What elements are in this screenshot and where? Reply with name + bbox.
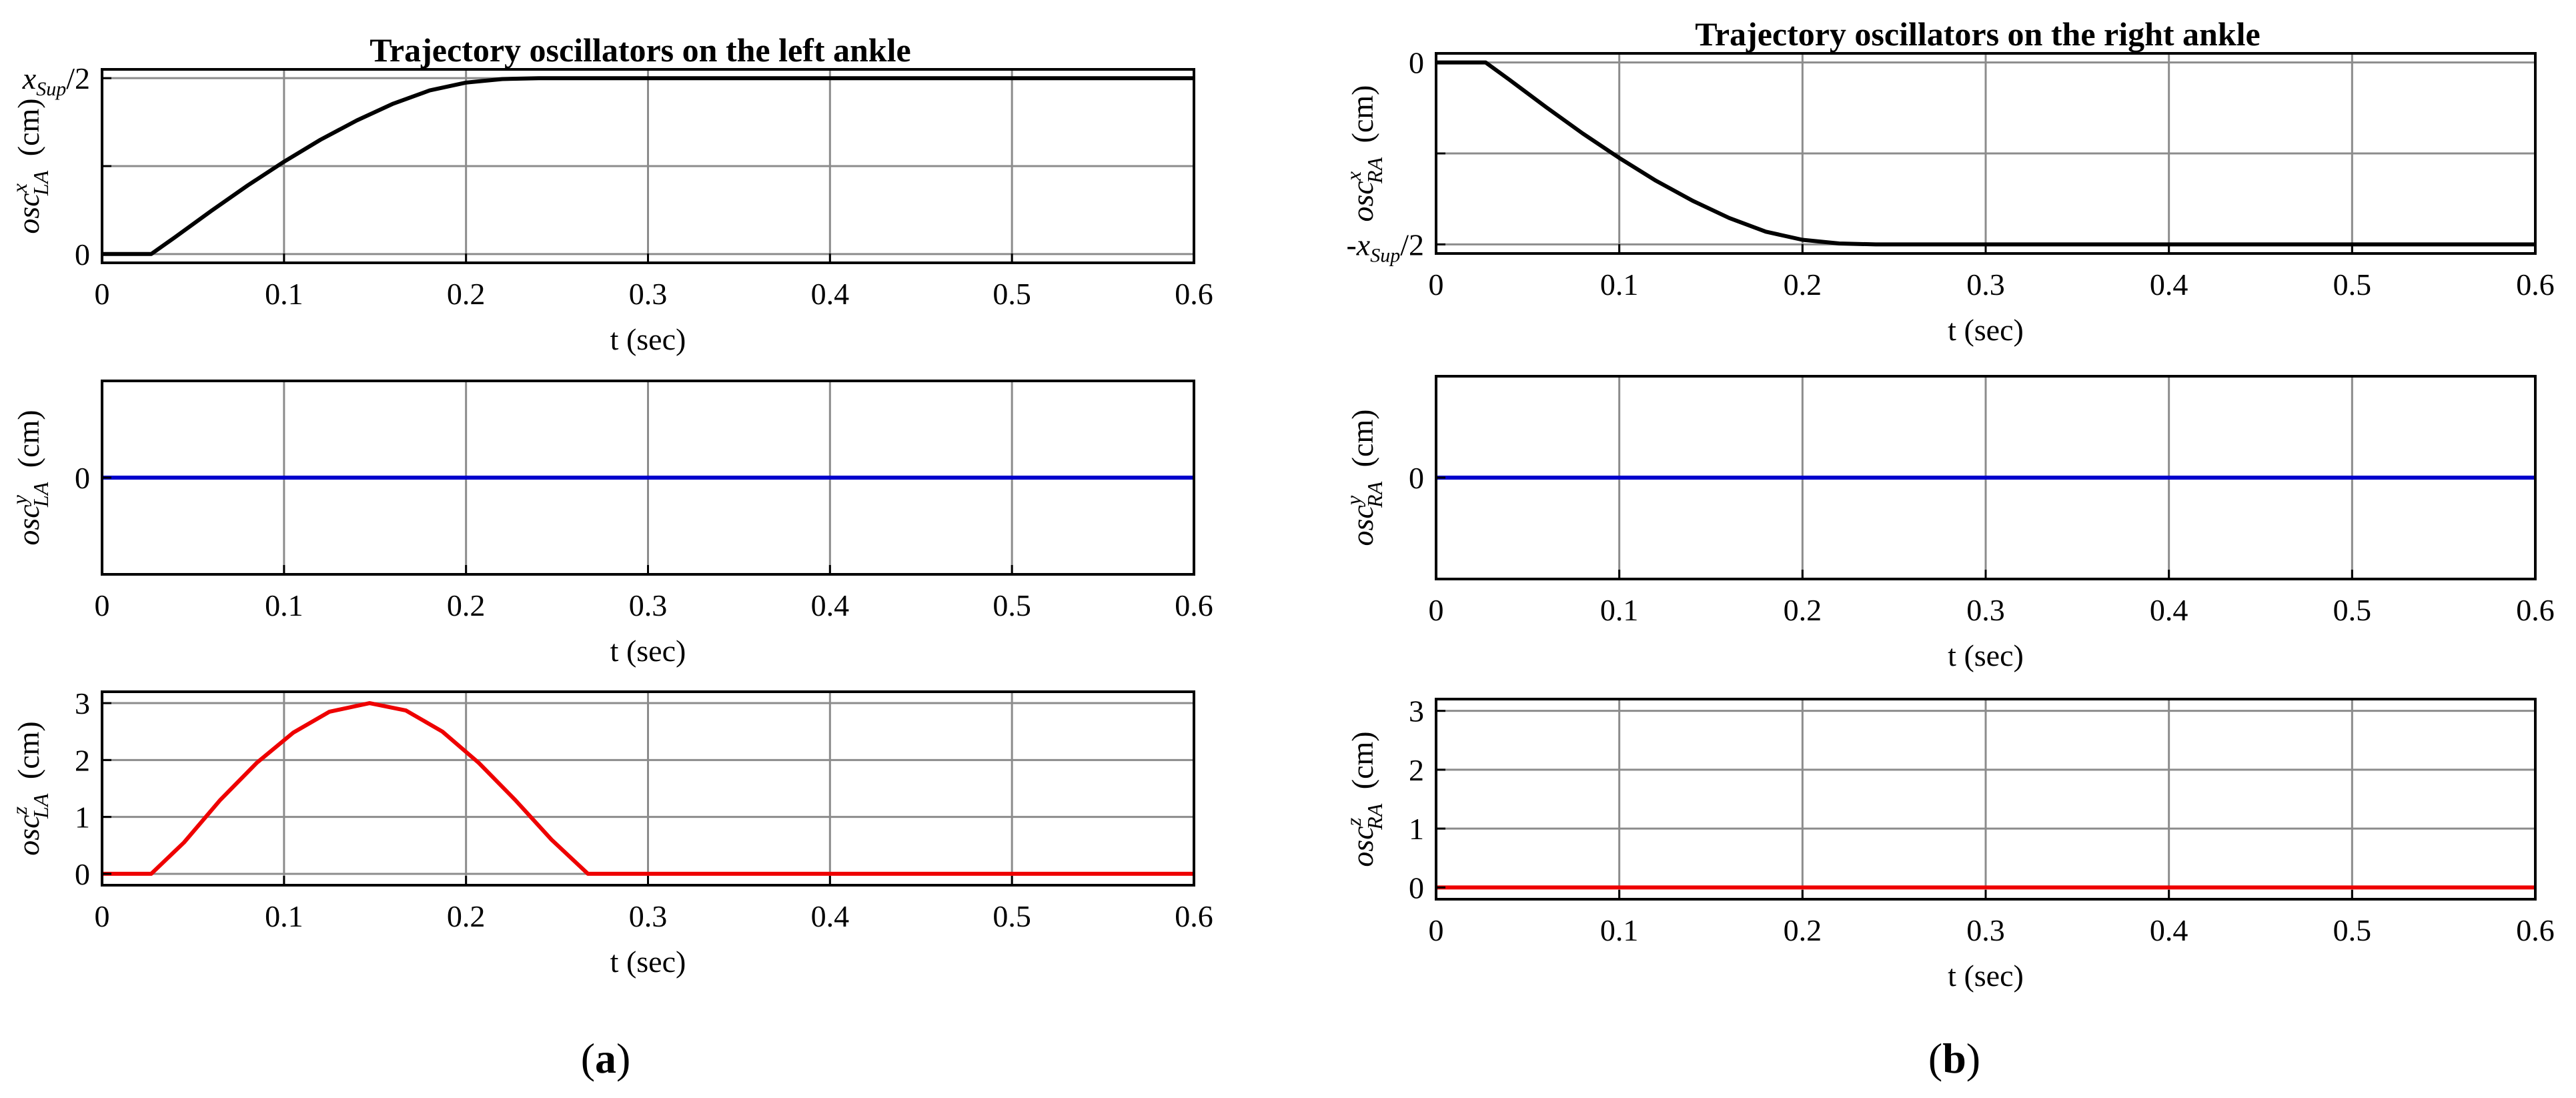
subplot-left-c: 0 0.1 0.2 0.3 0.4 0.5 0.6 t (sec) 0 1 2 3 osczLA (cm…: [7, 686, 1213, 979]
x-tick-label: 0.5: [993, 899, 1031, 933]
x-axis-label: t (sec): [610, 322, 686, 356]
x-tick-label: 0.6: [2516, 913, 2555, 947]
x-tick-label: 0: [95, 277, 110, 311]
subplot-left-b: 0 0.1 0.2 0.3 0.4 0.5 0.6 t (sec) 0 oscyLA (cm): [7, 380, 1213, 668]
x-tick-label: 0.6: [1175, 277, 1213, 311]
y-tick-label: 3: [75, 686, 90, 720]
subplot-right-a: 0 0.1 0.2 0.3 0.4 0.5 0.6t (sec)0-xSup/2oscxRA…: [1341, 46, 2555, 347]
x-tick-label: 0.6: [2516, 267, 2555, 302]
x-tick-label: 0.5: [2333, 267, 2372, 302]
y-axis-label: osczLA (cm): [7, 721, 53, 855]
x-tick-label: 0.5: [993, 588, 1031, 622]
y-axis-label: oscyLA (cm): [7, 410, 53, 545]
x-axis-label: t (sec): [1948, 638, 2024, 672]
x-tick-label: 0.1: [1600, 593, 1639, 627]
series-line: [102, 76, 1194, 256]
x-tick-label: 0: [1429, 913, 1444, 947]
y-tick-label: 0: [1409, 871, 1424, 905]
x-tick-label: 0.2: [1784, 913, 1822, 947]
x-tick-label: 0: [95, 588, 110, 622]
x-tick-label: 0.3: [629, 899, 668, 933]
x-tick-label: 0: [1429, 267, 1444, 302]
x-tick-label: 0.2: [447, 588, 486, 622]
x-tick-label: 0.2: [447, 899, 486, 933]
x-tick-label: 0.4: [2150, 593, 2188, 627]
x-tick-label: 0.5: [2333, 913, 2372, 947]
x-axis-label: t (sec): [610, 634, 686, 668]
x-tick-label: 0.3: [1966, 267, 2005, 302]
y-tick-label: 2: [1409, 753, 1424, 787]
x-tick-label: 0.1: [265, 899, 303, 933]
x-tick-label: 0.4: [811, 277, 850, 311]
y-tick-label: 1: [1409, 812, 1424, 846]
panel-label-b: (b): [1928, 1035, 1980, 1082]
subplot-right-b: 0 0.1 0.2 0.3 0.4 0.5 0.6 t (sec) 0 oscyRA (cm): [1341, 375, 2555, 672]
y-tick-label: 0: [1409, 461, 1424, 495]
x-tick-label: 0.3: [629, 588, 668, 622]
x-tick-label: 0.1: [265, 277, 303, 311]
x-tick-label: 0.2: [1784, 267, 1822, 302]
x-tick-label: 0.3: [629, 277, 668, 311]
x-axis-label: t (sec): [1948, 959, 2024, 993]
x-tick-label: 0.5: [2333, 593, 2372, 627]
y-tick-label: -xSup/2: [1346, 227, 1424, 266]
subplot-right-c: 0 0.1 0.2 0.3 0.4 0.5 0.6 t (sec) 0 1 2 3 osczRA (cm…: [1341, 694, 2555, 993]
x-tick-label: 0.1: [1600, 913, 1639, 947]
y-axis-label: oscxRA (cm): [1341, 85, 1387, 222]
x-tick-label: 0: [95, 899, 110, 933]
x-tick-label: 0.3: [1966, 593, 2005, 627]
x-tick-label: 0.1: [265, 588, 303, 622]
left-title: Trajectory oscillators on the left ankle: [370, 31, 910, 69]
y-axis-label: osczRA (cm): [1341, 731, 1387, 867]
x-tick-label: 0: [1429, 593, 1444, 627]
x-tick-label: 0.4: [811, 588, 850, 622]
y-tick-label: 0: [75, 857, 90, 891]
y-axis-label: oscxLA (cm): [7, 98, 53, 233]
y-tick-label: 3: [1409, 694, 1424, 728]
x-tick-label: 0.2: [1784, 593, 1822, 627]
x-tick-label: 0.6: [1175, 588, 1213, 622]
x-tick-label: 0.4: [2150, 267, 2188, 302]
y-tick-label: 2: [75, 743, 90, 777]
x-tick-label: 0.4: [2150, 913, 2188, 947]
y-tick-label: xSup/2: [22, 61, 90, 100]
x-tick-label: 0.1: [1600, 267, 1639, 302]
right-title: Trajectory oscillators on the right ankl…: [1695, 15, 2261, 53]
y-tick-label: 0: [1409, 46, 1424, 80]
x-axis-label: t (sec): [610, 945, 686, 979]
x-tick-label: 0.5: [993, 277, 1031, 311]
series-line: [102, 701, 1194, 876]
x-tick-label: 0.4: [811, 899, 850, 933]
y-tick-label: 0: [75, 237, 90, 271]
y-tick-label: 1: [75, 800, 90, 835]
subplot-left-a: 0 0.1 0.2 0.3 0.4 0.5 0.6 t (sec) 0 xSup/2oscxLA …: [7, 61, 1213, 356]
x-tick-label: 0.6: [1175, 899, 1213, 933]
x-tick-label: 0.3: [1966, 913, 2005, 947]
x-tick-label: 0.6: [2516, 593, 2555, 627]
x-axis-label: t (sec): [1948, 313, 2024, 347]
y-axis-label: oscyRA (cm): [1341, 410, 1387, 546]
x-tick-label: 0.2: [447, 277, 486, 311]
panel-label-a: (a): [581, 1035, 631, 1082]
y-tick-label: 0: [75, 461, 90, 495]
